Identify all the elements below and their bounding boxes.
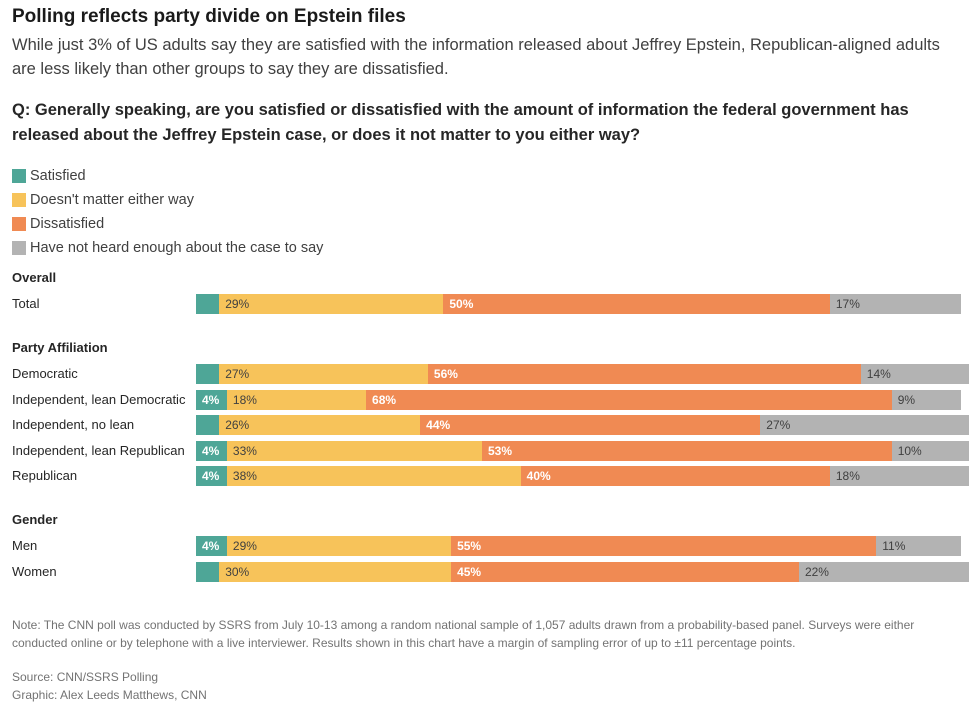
data-label: 10% — [897, 443, 922, 458]
bar-segment: 17% — [829, 294, 962, 314]
legend-swatch — [12, 193, 26, 207]
bar-segment: 4% — [196, 389, 227, 410]
bar-segment: 27% — [219, 364, 428, 385]
data-label: 44% — [426, 418, 451, 433]
data-label: 18% — [835, 469, 860, 483]
stacked-bar: 4% 33% 53% 10% — [196, 440, 969, 461]
bar-segment: 9% — [891, 389, 962, 410]
legend-label: Dissatisfied — [30, 216, 105, 232]
data-label: 4% — [202, 392, 220, 407]
legend-swatch — [12, 217, 26, 231]
bar-segment — [196, 561, 220, 582]
bar-segment: 4% — [196, 440, 227, 461]
stacked-bar: 29% 50% 17% — [196, 294, 969, 314]
row-label: Women — [12, 563, 57, 579]
bar-segment: 18% — [829, 466, 969, 486]
data-label: 4% — [202, 469, 220, 483]
row-label: Independent, lean Democratic — [12, 391, 186, 407]
row-label: Republican — [12, 468, 78, 483]
stacked-bar: 4% 38% 40% 18% — [196, 466, 969, 486]
data-label: 4% — [202, 539, 220, 554]
bar-segment: 4% — [196, 536, 227, 557]
bar-segment: 53% — [482, 440, 892, 461]
row-label: Independent, lean Republican — [12, 442, 185, 458]
chart-note: Note: The CNN poll was conducted by SSRS… — [12, 618, 915, 650]
data-label: 56% — [433, 367, 458, 382]
data-label: 11% — [882, 539, 906, 554]
chart-source: Source: CNN/SSRS Polling Graphic: Alex L… — [12, 668, 207, 704]
legend-item: Have not heard enough about the case to … — [12, 236, 323, 260]
data-label: 26% — [225, 418, 250, 433]
bar-segment: 33% — [226, 440, 482, 461]
group-heading: Overall — [12, 270, 57, 285]
group-heading: Party Affiliation — [12, 340, 108, 356]
row-label: Democratic — [12, 366, 78, 382]
bar-segment — [196, 294, 220, 314]
bar-segment: 44% — [420, 415, 761, 436]
bar-segment: 14% — [860, 364, 969, 385]
bar-segment: 45% — [451, 561, 799, 582]
data-label: 18% — [232, 392, 257, 407]
bar-segment — [196, 415, 220, 436]
legend-item: Dissatisfied — [12, 212, 323, 236]
stacked-bar: 30% 45% 22% — [196, 561, 969, 582]
survey-question: Q: Generally speaking, are you satisfied… — [12, 101, 909, 144]
group-heading: Gender — [12, 512, 58, 528]
data-label: 45% — [457, 564, 482, 579]
stacked-bar: 26% 44% 27% — [196, 415, 969, 436]
data-label: 27% — [766, 418, 791, 433]
stacked-bar: 4% 18% 68% 9% — [196, 389, 969, 410]
bar-segment: 29% — [219, 294, 444, 314]
legend-label: Doesn't matter either way — [30, 192, 194, 208]
legend-item: Satisfied — [12, 164, 323, 188]
bar-segment: 26% — [219, 415, 421, 436]
stacked-bar: 4% 29% 55% 11% — [196, 536, 969, 557]
source-text: Source: CNN/SSRS Polling — [12, 670, 159, 684]
bar-segment: 38% — [226, 466, 521, 486]
data-label: 55% — [457, 539, 482, 554]
legend-item: Doesn't matter either way — [12, 188, 323, 212]
data-label: 40% — [526, 469, 551, 483]
bar-segment: 4% — [196, 466, 227, 486]
bar-segment: 50% — [443, 294, 830, 314]
data-label: 33% — [232, 443, 257, 458]
legend: Satisfied Doesn't matter either way Dissat… — [12, 164, 323, 260]
data-label: 4% — [202, 443, 220, 458]
row-label: Total — [12, 296, 40, 311]
bar-segment: 27% — [760, 415, 969, 436]
data-label: 53% — [488, 443, 513, 458]
data-label: 9% — [897, 392, 916, 407]
row-label: Men — [12, 538, 38, 554]
data-label: 38% — [232, 469, 257, 483]
bar-segment: 55% — [451, 536, 877, 557]
bar-segment: 10% — [891, 440, 969, 461]
row-label: Independent, no lean — [12, 417, 135, 433]
legend-label: Have not heard enough about the case to … — [30, 240, 324, 256]
bar-segment: 40% — [520, 466, 830, 486]
legend-label: Satisfied — [30, 168, 86, 184]
bar-segment: 56% — [427, 364, 861, 385]
data-label: 22% — [804, 564, 829, 579]
bar-segment: 68% — [366, 389, 892, 410]
data-label: 30% — [225, 564, 250, 579]
data-label: 29% — [225, 297, 250, 311]
legend-swatch — [12, 241, 26, 255]
legend-swatch — [12, 169, 26, 183]
data-label: 50% — [449, 297, 474, 311]
bar-segment: 29% — [226, 536, 452, 557]
bar-segment: 22% — [798, 561, 969, 582]
chart-subtitle: While just 3% of US adults say they are … — [12, 36, 940, 78]
bar-segment: 11% — [876, 536, 962, 557]
data-label: 29% — [232, 539, 257, 554]
data-label: 27% — [225, 367, 250, 382]
data-label: 14% — [866, 367, 891, 382]
credit-text: Graphic: Alex Leeds Matthews, CNN — [12, 688, 207, 702]
bar-segment — [196, 364, 220, 385]
data-label: 17% — [835, 297, 860, 311]
bar-segment: 18% — [226, 389, 367, 410]
stacked-bar: 27% 56% 14% — [196, 364, 969, 385]
data-label: 68% — [372, 392, 397, 407]
bar-segment: 30% — [219, 561, 452, 582]
chart-title: Polling reflects party divide on Epstein… — [12, 6, 406, 27]
